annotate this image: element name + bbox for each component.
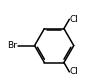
- Text: Cl: Cl: [70, 15, 79, 24]
- Text: Cl: Cl: [70, 67, 79, 76]
- Text: Br: Br: [8, 41, 17, 50]
